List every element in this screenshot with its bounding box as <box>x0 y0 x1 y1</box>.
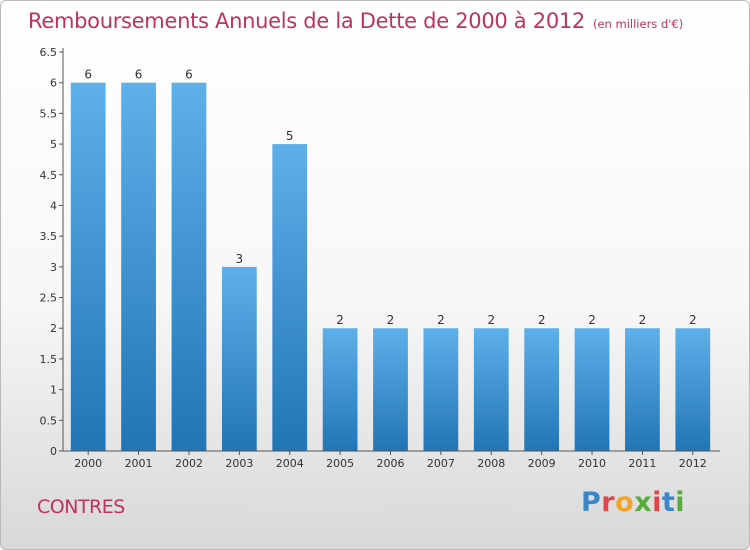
x-tick-label: 2003 <box>225 457 253 470</box>
x-tick-label: 2011 <box>628 457 656 470</box>
x-tick-label: 2008 <box>477 457 505 470</box>
data-label: 2 <box>639 313 647 327</box>
x-tick-label: 2001 <box>125 457 153 470</box>
y-tick-label: 0 <box>50 445 57 458</box>
y-tick-label: 2.5 <box>40 292 58 305</box>
proxiti-logo: Proxiti <box>581 487 685 518</box>
logo-letter: x <box>634 487 653 518</box>
logo-letter: i <box>675 487 686 518</box>
x-tick-label: 2007 <box>427 457 455 470</box>
data-label: 2 <box>588 313 596 327</box>
logo-letter: i <box>652 487 662 518</box>
y-tick-label: 1 <box>50 384 57 397</box>
bar <box>373 328 408 451</box>
data-label: 3 <box>236 252 244 266</box>
y-tick-label: 1.5 <box>40 353 58 366</box>
data-label: 6 <box>84 68 92 82</box>
data-label: 2 <box>487 313 495 327</box>
data-label: 2 <box>437 313 445 327</box>
chart-title-text: Remboursements Annuels de la Dette de 20… <box>28 9 585 33</box>
logo-letter: t <box>661 487 676 518</box>
bar <box>322 328 358 451</box>
data-label: 6 <box>135 68 143 82</box>
x-tick-label: 2002 <box>175 457 203 470</box>
logo-letter: P <box>581 487 602 518</box>
x-tick-label: 2004 <box>276 457 304 470</box>
bar <box>625 328 660 451</box>
city-name: CONTRES <box>37 496 125 518</box>
logo-letter: o <box>615 487 635 518</box>
chart-unit: (en milliers d'€) <box>593 17 684 31</box>
y-tick-label: 0.5 <box>40 414 58 427</box>
logo-letter: r <box>601 487 616 518</box>
y-tick-label: 3 <box>50 261 57 274</box>
x-tick-label: 2000 <box>74 457 102 470</box>
y-tick-label: 5 <box>50 138 57 151</box>
bar <box>221 266 257 451</box>
x-tick-label: 2010 <box>578 457 606 470</box>
chart-title: Remboursements Annuels de la Dette de 20… <box>28 9 683 33</box>
bar <box>524 328 560 451</box>
data-label: 2 <box>387 313 395 327</box>
bar <box>171 82 207 451</box>
y-tick-label: 6.5 <box>40 46 58 59</box>
x-tick-label: 2006 <box>377 457 405 470</box>
data-label: 2 <box>336 313 344 327</box>
y-tick-label: 3.5 <box>40 230 58 243</box>
data-label: 6 <box>185 68 193 82</box>
y-tick-label: 4.5 <box>40 169 58 182</box>
bar <box>574 328 610 451</box>
bar <box>473 328 509 451</box>
data-label: 5 <box>286 129 294 143</box>
bar <box>70 82 106 451</box>
bar <box>675 328 711 451</box>
data-label: 2 <box>538 313 546 327</box>
bar <box>423 328 459 451</box>
x-tick-label: 2009 <box>528 457 556 470</box>
bar <box>272 144 308 452</box>
y-tick-label: 4 <box>50 199 57 212</box>
x-tick-label: 2012 <box>679 457 707 470</box>
y-tick-label: 2 <box>50 322 57 335</box>
x-tick-label: 2005 <box>326 457 354 470</box>
bar <box>121 82 156 451</box>
y-tick-label: 6 <box>50 77 57 90</box>
data-label: 2 <box>689 313 697 327</box>
y-tick-label: 5.5 <box>40 107 58 120</box>
